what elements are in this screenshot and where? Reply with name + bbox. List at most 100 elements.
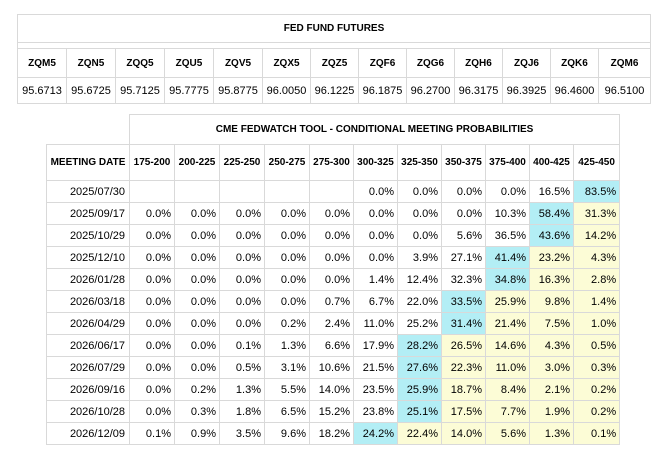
meeting-row: 2026/10/28 0.0% 0.3% 1.8% 6.5% 15.2% 23.8% 25.1…	[46, 400, 621, 423]
meeting-date-header: MEETING DATE	[46, 144, 130, 181]
probability-cell: 22.4%	[397, 422, 442, 445]
probability-cell: 0.0%	[397, 224, 442, 247]
probability-cell: 0.9%	[174, 422, 220, 445]
fedwatch-header-row: MEETING DATE 175-200 200-225 225-250 250-27…	[46, 144, 621, 181]
probability-cell: 83.5%	[572, 180, 621, 203]
probability-cell: 5.5%	[264, 378, 310, 401]
probability-cell: 0.0%	[174, 246, 220, 269]
probability-cell: 0.0%	[264, 202, 310, 225]
futures-price-zqk6: 96.4600	[550, 77, 599, 104]
meeting-date: 2025/07/30	[46, 180, 130, 203]
probability-cell: 16.3%	[529, 268, 574, 291]
probability-cell: 22.0%	[397, 290, 442, 313]
probability-cell: 0.0%	[174, 268, 220, 291]
probability-cell: 0.0%	[129, 400, 175, 423]
range-header-175-200: 175-200	[129, 144, 175, 181]
probability-cell: 0.0%	[129, 378, 175, 401]
probability-cell: 27.1%	[441, 246, 486, 269]
probability-cell: 31.4%	[441, 312, 486, 335]
meeting-row: 2025/12/10 0.0% 0.0% 0.0% 0.0% 0.0% 0.0% 3.9% 27…	[46, 246, 621, 269]
probability-cell: 14.6%	[485, 334, 530, 357]
futures-contract-zqf6: ZQF6	[358, 48, 407, 78]
probability-cell: 0.0%	[309, 268, 354, 291]
range-header-275-300: 275-300	[309, 144, 354, 181]
probability-cell: 0.0%	[174, 334, 220, 357]
futures-contract-zqm6: ZQM6	[598, 48, 651, 78]
probability-cell: 3.1%	[264, 356, 310, 379]
probability-cell: 41.4%	[485, 246, 530, 269]
probability-cell: 0.0%	[353, 202, 398, 225]
probability-cell: 15.2%	[309, 400, 354, 423]
range-header-400-425: 400-425	[529, 144, 574, 181]
probability-cell: 0.0%	[219, 224, 265, 247]
probability-cell: 21.4%	[485, 312, 530, 335]
range-header-375-400: 375-400	[485, 144, 530, 181]
meeting-date: 2026/07/29	[46, 356, 130, 379]
probability-cell: 23.5%	[353, 378, 398, 401]
probability-cell: 4.3%	[529, 334, 574, 357]
probability-cell: 6.7%	[353, 290, 398, 313]
fed-fund-futures-table: FED FUND FUTURES ZQM5 ZQN5 ZQQ5 ZQU5 ZQV5 ZQX…	[17, 14, 651, 104]
probability-cell: 0.0%	[485, 180, 530, 203]
probability-cell: 1.3%	[219, 378, 265, 401]
probability-cell: 0.0%	[174, 312, 220, 335]
meeting-row: 2026/04/29 0.0% 0.0% 0.0% 0.2% 2.4% 11.0% 25.2%…	[46, 312, 621, 335]
probability-cell: 1.4%	[353, 268, 398, 291]
probability-cell	[174, 180, 220, 203]
futures-contract-zqu5: ZQU5	[164, 48, 214, 78]
probability-cell: 0.0%	[264, 246, 310, 269]
probability-cell: 0.0%	[129, 202, 175, 225]
probability-cell: 0.1%	[219, 334, 265, 357]
futures-contract-zqh6: ZQH6	[454, 48, 503, 78]
probability-cell: 0.2%	[572, 400, 621, 423]
probability-cell: 25.9%	[485, 290, 530, 313]
probability-cell: 11.0%	[485, 356, 530, 379]
probability-cell: 0.0%	[129, 312, 175, 335]
probability-cell: 25.9%	[397, 378, 442, 401]
meeting-date: 2026/06/17	[46, 334, 130, 357]
probability-cell: 28.2%	[397, 334, 442, 357]
futures-spacer	[17, 42, 651, 49]
futures-contract-zqv5: ZQV5	[213, 48, 263, 78]
fedwatch-title: CME FEDWATCH TOOL - CONDITIONAL MEETING …	[128, 114, 621, 145]
probability-cell: 7.7%	[485, 400, 530, 423]
meeting-date: 2025/10/29	[46, 224, 130, 247]
futures-price-zqz5: 96.1225	[310, 77, 359, 104]
futures-price-zqm6: 96.5100	[598, 77, 651, 104]
meeting-row: 2025/10/29 0.0% 0.0% 0.0% 0.0% 0.0% 0.0% 0.0% 5.…	[46, 224, 621, 247]
probability-cell: 1.9%	[529, 400, 574, 423]
probability-cell	[219, 180, 265, 203]
probability-cell: 2.1%	[529, 378, 574, 401]
meeting-date: 2026/12/09	[46, 422, 130, 445]
probability-cell: 2.8%	[572, 268, 621, 291]
meeting-date: 2026/10/28	[46, 400, 130, 423]
futures-price-zqf6: 96.1875	[358, 77, 407, 104]
fedwatch-body: 2025/07/30 0.0% 0.0% 0.0% 0.0% 16.5% 83.5% 2025…	[46, 180, 621, 445]
futures-price-zqh6: 96.3175	[454, 77, 503, 104]
futures-price-row: 95.6713 95.6725 95.7125 95.7775 95.8775 96.00…	[17, 77, 651, 104]
probability-cell: 3.5%	[219, 422, 265, 445]
probability-cell: 25.2%	[397, 312, 442, 335]
probability-cell: 0.0%	[174, 290, 220, 313]
futures-contract-zqz5: ZQZ5	[310, 48, 359, 78]
futures-contract-zqg6: ZQG6	[406, 48, 455, 78]
probability-cell: 14.0%	[309, 378, 354, 401]
futures-price-zqm5: 95.6713	[17, 77, 67, 104]
probability-cell: 0.0%	[129, 334, 175, 357]
probability-cell	[264, 180, 310, 203]
probability-cell: 0.0%	[309, 246, 354, 269]
probability-cell: 0.0%	[441, 180, 486, 203]
probability-cell: 0.0%	[353, 224, 398, 247]
probability-cell: 17.5%	[441, 400, 486, 423]
meeting-row: 2025/07/30 0.0% 0.0% 0.0% 0.0% 16.5% 83.5%	[46, 180, 621, 203]
meeting-date: 2026/01/28	[46, 268, 130, 291]
probability-cell: 0.7%	[309, 290, 354, 313]
probability-cell: 0.3%	[572, 356, 621, 379]
futures-price-zqu5: 95.7775	[164, 77, 214, 104]
range-header-250-275: 250-275	[264, 144, 310, 181]
probability-cell: 21.5%	[353, 356, 398, 379]
futures-contract-zqj6: ZQJ6	[502, 48, 551, 78]
probability-cell: 25.1%	[397, 400, 442, 423]
meeting-row: 2026/07/29 0.0% 0.0% 0.5% 3.1% 10.6% 21.5% 27.6…	[46, 356, 621, 379]
probability-cell: 23.8%	[353, 400, 398, 423]
